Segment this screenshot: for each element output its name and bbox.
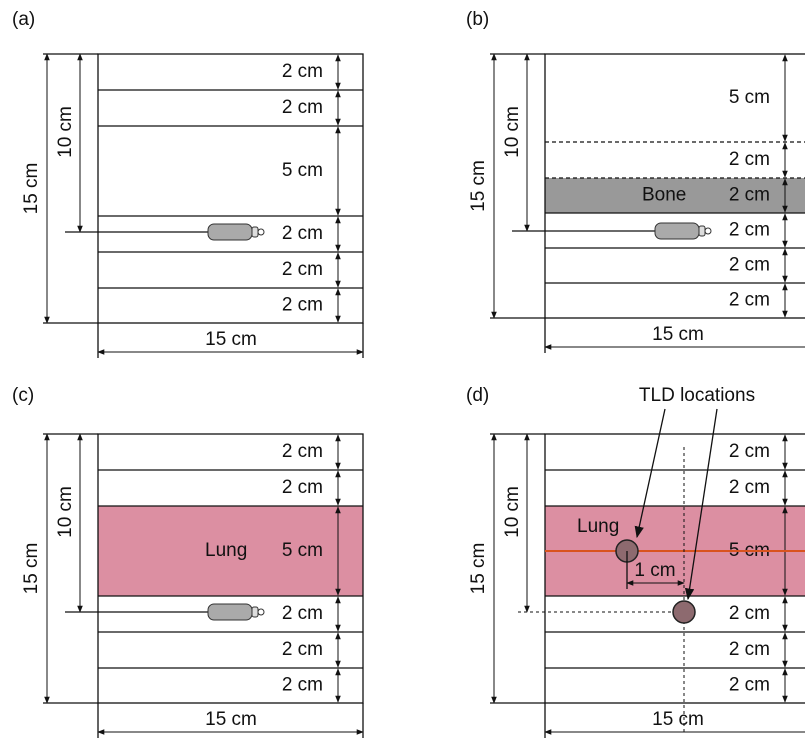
depth-label: 10 cm (502, 106, 523, 158)
panel-label: (a) (12, 9, 35, 30)
depth-label: 10 cm (55, 106, 76, 158)
layer-label: 2 cm (282, 477, 323, 498)
depth-label: 10 cm (55, 486, 76, 538)
width-label: 15 cm (205, 329, 257, 350)
probe-end (258, 609, 264, 615)
layer-label: 2 cm (282, 603, 323, 624)
layer-label: 2 cm (729, 675, 770, 696)
layer-label: 2 cm (282, 639, 323, 660)
panel-label: (d) (466, 385, 489, 406)
layer-label: 2 cm (282, 441, 323, 462)
layer-label: 2 cm (729, 477, 770, 498)
probe-end (705, 228, 711, 234)
layer-label: 5 cm (729, 87, 770, 108)
layer-label: 2 cm (729, 603, 770, 624)
probe-body (208, 604, 252, 620)
phantom (98, 54, 363, 323)
layer-label: 2 cm (729, 185, 770, 206)
layer-label: 5 cm (282, 540, 323, 561)
layer-label: 2 cm (729, 441, 770, 462)
panel-label: (c) (12, 385, 34, 406)
width-label: 15 cm (652, 324, 704, 345)
layer-label: 2 cm (282, 295, 323, 316)
material-label: Bone (642, 185, 686, 206)
layer-label: 2 cm (282, 61, 323, 82)
height-label: 15 cm (468, 160, 489, 212)
probe-end (258, 229, 264, 235)
layer-label: 2 cm (282, 97, 323, 118)
material-label: Lung (205, 540, 247, 561)
probe-tip (252, 607, 258, 617)
layer-label: 2 cm (282, 675, 323, 696)
layer-label: 2 cm (282, 223, 323, 244)
probe-body (208, 224, 252, 240)
layer-label: 2 cm (729, 255, 770, 276)
height-label: 15 cm (21, 163, 42, 215)
height-label: 15 cm (468, 543, 489, 595)
figure: (a) 2 cm 2 cm 5 cm 2 cm 2 cm 2 cm 15 cm 10 cm 15 … (0, 0, 805, 740)
probe-tip (699, 226, 705, 236)
width-label: 15 cm (652, 709, 704, 730)
layer-label: 2 cm (729, 220, 770, 241)
material-label: Lung (577, 516, 619, 537)
tld (673, 601, 695, 623)
layer-label: 2 cm (282, 259, 323, 280)
probe-body (655, 223, 699, 239)
layer-label: 5 cm (282, 160, 323, 181)
layer-label: 2 cm (729, 149, 770, 170)
offset-label: 1 cm (634, 560, 675, 581)
depth-label: 10 cm (502, 486, 523, 538)
height-label: 15 cm (21, 543, 42, 595)
annotation: TLD locations (639, 385, 755, 406)
width-label: 15 cm (205, 709, 257, 730)
probe-tip (252, 227, 258, 237)
layer-label: 2 cm (729, 639, 770, 660)
panel-label: (b) (466, 9, 489, 30)
layer-label: 2 cm (729, 290, 770, 311)
